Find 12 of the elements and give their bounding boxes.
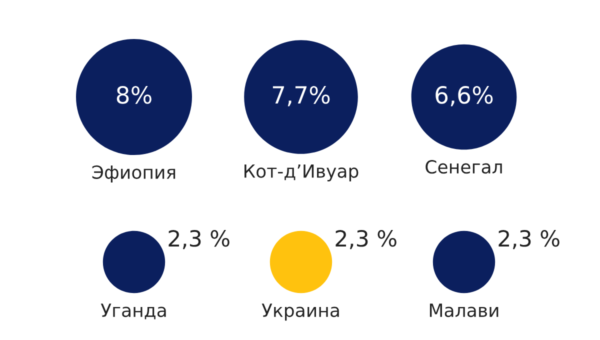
data-label: 6,6% — [436, 86, 493, 106]
category-label: Уганда — [100, 304, 166, 320]
data-label: 2,3 % — [336, 230, 396, 250]
category-label: Украина — [262, 304, 339, 321]
category-label: Малави — [430, 304, 498, 318]
data-label: 2,3 % — [498, 230, 560, 250]
category-label: Эфиопия — [92, 165, 176, 182]
category-label: Кот-д’Ивуар — [244, 164, 358, 182]
data-label: 7,7% — [272, 86, 330, 106]
data-label: 8% — [116, 86, 152, 104]
category-label: Сенегал — [426, 160, 502, 174]
data-label: 2,3 % — [168, 230, 230, 250]
